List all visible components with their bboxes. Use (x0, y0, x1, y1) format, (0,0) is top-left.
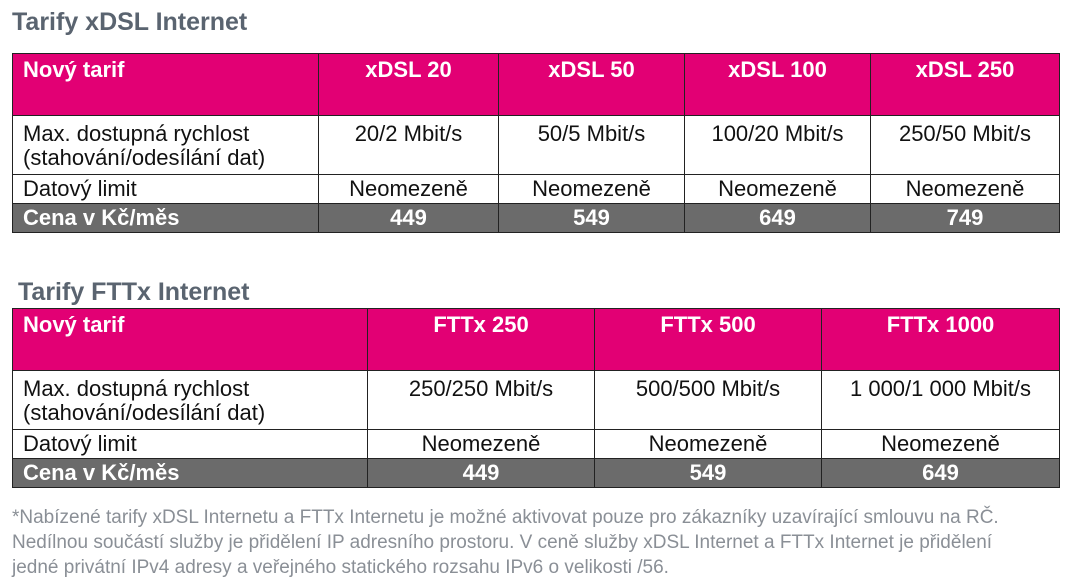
fttx-section-title: Tarify FTTx Internet (18, 278, 250, 306)
header-cell-fttx-500: FTTx 500 (594, 308, 822, 371)
speed-cell: 250/250 Mbit/s (367, 370, 595, 430)
speed-label-cell: Max. dostupná rychlost (stahování/odesíl… (12, 115, 319, 175)
limit-cell: Neomezeně (870, 174, 1060, 204)
limit-cell: Neomezeně (594, 429, 822, 459)
header-cell-tariff: Nový tarif (12, 308, 368, 371)
speed-label-line2: (stahování/odesílání dat) (23, 400, 266, 425)
speed-label-cell: Max. dostupná rychlost (stahování/odesíl… (12, 370, 368, 430)
price-cell: 649 (821, 458, 1060, 488)
header-cell-xdsl-20: xDSL 20 (318, 53, 499, 116)
speed-cell: 1 000/1 000 Mbit/s (821, 370, 1060, 430)
header-cell-fttx-1000: FTTx 1000 (821, 308, 1060, 371)
table-header-row: Nový tarif FTTx 250 FTTx 500 FTTx 1000 (12, 308, 1060, 371)
fttx-tariff-table: Nový tarif FTTx 250 FTTx 500 FTTx 1000 M… (12, 308, 1060, 488)
speed-cell: 100/20 Mbit/s (684, 115, 871, 175)
limit-cell: Neomezeně (318, 174, 499, 204)
header-cell-xdsl-50: xDSL 50 (498, 53, 685, 116)
price-cell: 749 (870, 203, 1060, 233)
table-row-price: Cena v Kč/měs 449 549 649 749 (12, 203, 1060, 233)
header-cell-xdsl-100: xDSL 100 (684, 53, 871, 116)
limit-cell: Neomezeně (367, 429, 595, 459)
table-row-data-limit: Datový limit Neomezeně Neomezeně Neomeze… (12, 174, 1060, 204)
price-cell: 549 (498, 203, 685, 233)
speed-cell: 20/2 Mbit/s (318, 115, 499, 175)
table-row-data-limit: Datový limit Neomezeně Neomezeně Neomeze… (12, 429, 1060, 459)
header-cell-xdsl-250: xDSL 250 (870, 53, 1060, 116)
table-header-row: Nový tarif xDSL 20 xDSL 50 xDSL 100 xDSL… (12, 53, 1060, 116)
limit-cell: Neomezeně (498, 174, 685, 204)
table-row-price: Cena v Kč/měs 449 549 649 (12, 458, 1060, 488)
speed-cell: 250/50 Mbit/s (870, 115, 1060, 175)
table-row-speed: Max. dostupná rychlost (stahování/odesíl… (12, 115, 1060, 175)
price-label-cell: Cena v Kč/měs (12, 203, 319, 233)
footnote-line: Nedílnou součástí služby je přidělení IP… (12, 532, 993, 553)
table-row-speed: Max. dostupná rychlost (stahování/odesíl… (12, 370, 1060, 430)
speed-label-line2: (stahování/odesílání dat) (23, 145, 266, 170)
price-cell: 449 (318, 203, 499, 233)
speed-label-line1: Max. dostupná rychlost (23, 121, 250, 146)
footnote-line: *Nabízené tarify xDSL Internetu a FTTx I… (12, 507, 999, 528)
limit-cell: Neomezeně (684, 174, 871, 204)
speed-cell: 50/5 Mbit/s (498, 115, 685, 175)
header-cell-tariff: Nový tarif (12, 53, 319, 116)
limit-label-cell: Datový limit (12, 429, 368, 459)
price-label-cell: Cena v Kč/měs (12, 458, 368, 488)
header-cell-fttx-250: FTTx 250 (367, 308, 595, 371)
footnote: *Nabízené tarify xDSL Internetu a FTTx I… (12, 505, 1062, 580)
limit-label-cell: Datový limit (12, 174, 319, 204)
speed-label-line1: Max. dostupná rychlost (23, 376, 250, 401)
limit-cell: Neomezeně (821, 429, 1060, 459)
price-cell: 449 (367, 458, 595, 488)
price-cell: 549 (594, 458, 822, 488)
price-cell: 649 (684, 203, 871, 233)
footnote-line: jedné privátní IPv4 adresy a veřejného s… (12, 557, 669, 578)
speed-cell: 500/500 Mbit/s (594, 370, 822, 430)
xdsl-section-title: Tarify xDSL Internet (12, 8, 248, 36)
xdsl-tariff-table: Nový tarif xDSL 20 xDSL 50 xDSL 100 xDSL… (12, 53, 1060, 233)
